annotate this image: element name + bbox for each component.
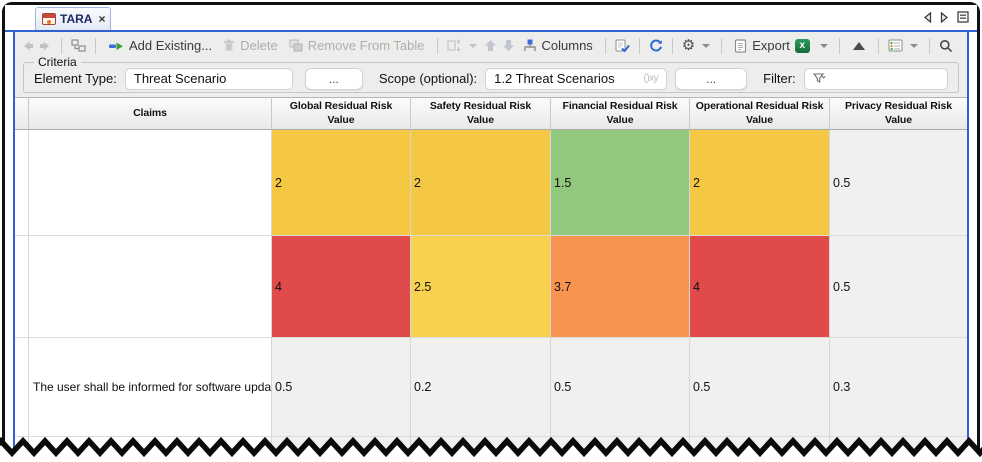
delete-button[interactable]: Delete bbox=[220, 36, 281, 55]
view-options-icon[interactable] bbox=[888, 39, 903, 52]
claims-cell[interactable] bbox=[29, 130, 272, 236]
element-type-input[interactable]: Threat Scenario bbox=[124, 67, 293, 90]
risk-cell[interactable]: 0.2 bbox=[411, 338, 551, 437]
risk-cell[interactable]: 0.5 bbox=[272, 338, 411, 437]
forward-icon[interactable] bbox=[39, 40, 52, 52]
toolbar-separator bbox=[877, 37, 879, 54]
element-type-browse-button[interactable]: ... bbox=[304, 67, 363, 90]
row-gutter[interactable] bbox=[15, 130, 29, 236]
export-dropdown-icon[interactable] bbox=[819, 43, 828, 48]
browse-ellipsis-label: ... bbox=[706, 71, 717, 86]
risk-cell[interactable]: 2 bbox=[272, 130, 411, 236]
criteria-group: Criteria Element Type: Threat Scenario .… bbox=[23, 55, 959, 93]
toolbar-separator bbox=[838, 37, 840, 54]
header-privacy-risk[interactable]: Privacy Residual Risk Value bbox=[830, 97, 967, 130]
toolbar-separator bbox=[928, 37, 930, 54]
browse-ellipsis-label: ... bbox=[328, 71, 339, 86]
torn-edge-decoration bbox=[0, 436, 982, 462]
excel-export-icon: x bbox=[794, 38, 810, 53]
risk-cell[interactable]: 0.3 bbox=[830, 338, 967, 437]
move-up-icon[interactable] bbox=[484, 39, 497, 52]
filter-label: Filter: bbox=[763, 71, 796, 86]
toolbar-separator bbox=[638, 37, 640, 54]
add-existing-label: Add Existing... bbox=[129, 38, 213, 53]
collapse-criteria-icon[interactable] bbox=[852, 41, 865, 50]
header-safety-risk[interactable]: Safety Residual Risk Value bbox=[411, 97, 551, 130]
scope-label: Scope (optional): bbox=[378, 71, 478, 86]
move-down-icon[interactable] bbox=[502, 39, 515, 52]
delete-label: Delete bbox=[240, 38, 278, 53]
search-icon[interactable] bbox=[939, 39, 953, 53]
risk-cell[interactable]: 1.5 bbox=[551, 130, 690, 236]
toolbar-separator bbox=[721, 37, 723, 54]
remove-from-table-button[interactable]: Remove From Table bbox=[286, 36, 428, 55]
element-type-value: Threat Scenario bbox=[133, 71, 227, 86]
scope-value: 1.2 Threat Scenarios bbox=[494, 71, 615, 86]
header-global-risk[interactable]: Global Residual Risk Value bbox=[272, 97, 411, 130]
application-window: TARA × Add Existing... Delete bbox=[2, 2, 980, 452]
remove-from-table-icon bbox=[289, 39, 303, 52]
scope-browse-button[interactable]: ... bbox=[675, 67, 748, 90]
risk-cell[interactable]: 0.5 bbox=[551, 338, 690, 437]
criteria-group-title: Criteria bbox=[34, 55, 81, 69]
risk-cell[interactable]: 3.7 bbox=[551, 236, 690, 338]
filter-input[interactable] bbox=[803, 67, 948, 90]
header-claims[interactable]: Claims bbox=[29, 97, 272, 130]
tara-table: Claims Global Residual Risk Value Safety… bbox=[15, 97, 967, 452]
export-document-icon bbox=[735, 38, 747, 53]
refresh-icon[interactable] bbox=[649, 39, 663, 53]
remove-from-table-label: Remove From Table bbox=[307, 38, 425, 53]
tab-list-icon[interactable] bbox=[957, 11, 969, 23]
risk-cell[interactable]: 0.5 bbox=[690, 338, 830, 437]
header-gutter bbox=[15, 97, 29, 130]
reorder-dropdown-icon[interactable] bbox=[468, 43, 477, 48]
toolbar-separator bbox=[604, 37, 606, 54]
risk-cell[interactable]: 2 bbox=[690, 130, 830, 236]
export-button[interactable]: Export x bbox=[731, 36, 813, 55]
export-label: Export bbox=[752, 38, 790, 53]
header-operational-risk[interactable]: Operational Residual Risk Value bbox=[690, 97, 830, 130]
row-gutter[interactable] bbox=[15, 338, 29, 437]
toolbar-separator bbox=[95, 37, 96, 54]
reorder-icon[interactable] bbox=[446, 39, 462, 52]
tab-close-icon[interactable]: × bbox=[98, 12, 106, 26]
toolbar-separator bbox=[61, 37, 62, 54]
toolbar-separator bbox=[671, 37, 673, 54]
risk-cell[interactable]: 4 bbox=[272, 236, 411, 338]
header-financial-risk[interactable]: Financial Residual Risk Value bbox=[551, 97, 690, 130]
add-existing-button[interactable]: Add Existing... bbox=[105, 36, 215, 55]
risk-cell[interactable]: 2.5 bbox=[411, 236, 551, 338]
tab-bar: TARA × bbox=[5, 5, 977, 32]
filter-funnel-icon[interactable] bbox=[812, 72, 826, 85]
tab-tara[interactable]: TARA × bbox=[35, 7, 111, 30]
view-options-dropdown-icon[interactable] bbox=[909, 43, 918, 48]
toolbar: Add Existing... Delete Remove From Table… bbox=[15, 32, 967, 59]
risk-cell[interactable]: 0.5 bbox=[830, 236, 967, 338]
claims-cell[interactable] bbox=[29, 236, 272, 338]
claims-cell[interactable]: The user shall be informed for software … bbox=[29, 338, 272, 437]
scroll-tabs-right-icon[interactable] bbox=[940, 11, 949, 23]
element-type-label: Element Type: bbox=[34, 71, 117, 86]
toolbar-separator bbox=[436, 37, 438, 54]
columns-button[interactable]: Columns bbox=[520, 36, 596, 55]
columns-icon bbox=[523, 39, 536, 51]
add-existing-icon bbox=[109, 42, 123, 50]
risk-cell[interactable]: 4 bbox=[690, 236, 830, 338]
settings-dropdown-icon[interactable] bbox=[702, 43, 711, 48]
tab-label: TARA bbox=[60, 12, 93, 26]
scroll-tabs-left-icon[interactable] bbox=[923, 11, 932, 23]
back-icon[interactable] bbox=[21, 40, 34, 52]
validate-icon[interactable] bbox=[615, 39, 630, 52]
show-in-tree-icon[interactable] bbox=[71, 39, 86, 52]
columns-label: Columns bbox=[541, 38, 593, 53]
row-gutter[interactable] bbox=[15, 236, 29, 338]
scope-input[interactable]: 1.2 Threat Scenarios ()xy bbox=[485, 67, 668, 90]
settings-gear-icon[interactable]: ⚙ bbox=[681, 36, 696, 54]
risk-cell[interactable]: 2 bbox=[411, 130, 551, 236]
tara-document-icon bbox=[42, 13, 56, 25]
tara-panel: Add Existing... Delete Remove From Table… bbox=[13, 32, 969, 452]
risk-cell[interactable]: 0.5 bbox=[830, 130, 967, 236]
expression-hint-icon: ()xy bbox=[643, 73, 659, 84]
trash-icon bbox=[224, 39, 235, 51]
